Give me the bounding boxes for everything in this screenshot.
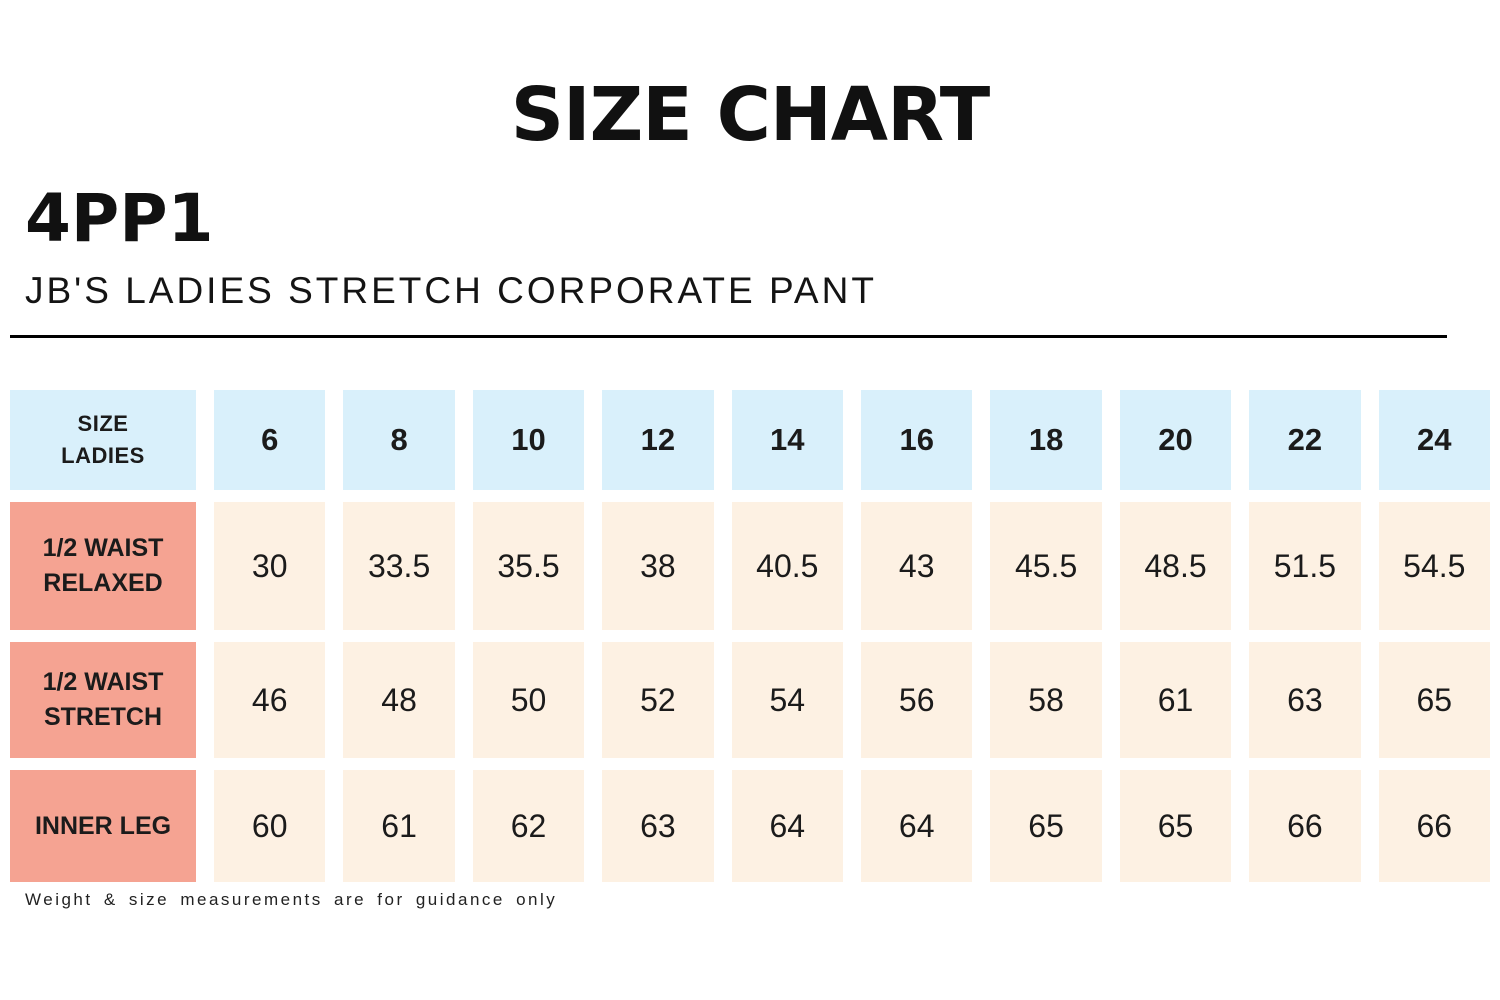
header-corner-cell: SIZE LADIES [10, 390, 196, 490]
value-cell-r2-c5: 64 [861, 770, 973, 882]
value-cell-r2-c0: 60 [214, 770, 326, 882]
value-cell-r0-c9: 54.5 [1378, 502, 1490, 630]
header-size-cell-6: 6 [214, 390, 326, 490]
value-cell-r2-c6: 65 [990, 770, 1102, 882]
row-label-cell-0: 1/2 WAIST RELAXED [10, 502, 196, 630]
value-cell-r0-c7: 48.5 [1119, 502, 1232, 630]
value-cell-r0-c2: 35.5 [472, 502, 585, 630]
page-title: SIZE CHART [510, 72, 990, 158]
header-size-cell-8: 8 [343, 390, 455, 490]
header-size-cell-18: 18 [990, 390, 1102, 490]
value-cell-r1-c1: 48 [343, 642, 455, 758]
row-label-cell-2: INNER LEG [10, 770, 196, 882]
value-cell-r2-c4: 64 [731, 770, 843, 882]
divider-line [10, 335, 1447, 338]
value-cell-r0-c0: 30 [214, 502, 326, 630]
value-cell-r1-c9: 65 [1378, 642, 1490, 758]
value-cell-r2-c2: 62 [472, 770, 585, 882]
value-cell-r1-c7: 61 [1119, 642, 1232, 758]
value-cell-r2-c1: 61 [343, 770, 455, 882]
value-cell-r0-c4: 40.5 [731, 502, 843, 630]
value-cell-r2-c8: 66 [1249, 770, 1361, 882]
product-code: 4PP1 [25, 180, 214, 257]
header-size-cell-24: 24 [1378, 390, 1490, 490]
value-cell-r1-c0: 46 [214, 642, 326, 758]
row-label-cell-1: 1/2 WAIST STRETCH [10, 642, 196, 758]
value-cell-r1-c8: 63 [1249, 642, 1361, 758]
header-size-cell-20: 20 [1119, 390, 1232, 490]
value-cell-r1-c5: 56 [861, 642, 973, 758]
value-cell-r2-c9: 66 [1378, 770, 1490, 882]
value-cell-r0-c8: 51.5 [1249, 502, 1361, 630]
value-cell-r2-c3: 63 [602, 770, 714, 882]
footnote: Weight & size measurements are for guida… [25, 890, 558, 909]
value-cell-r0-c1: 33.5 [343, 502, 455, 630]
value-cell-r1-c4: 54 [731, 642, 843, 758]
value-cell-r1-c3: 52 [602, 642, 714, 758]
header-size-cell-14: 14 [731, 390, 843, 490]
value-cell-r1-c6: 58 [990, 642, 1102, 758]
header-size-cell-12: 12 [602, 390, 714, 490]
value-cell-r1-c2: 50 [472, 642, 585, 758]
header-size-cell-10: 10 [472, 390, 585, 490]
size-table: SIZE LADIES 6 8 10 12 14 16 18 20 22 24 1/2 WAIST R… [10, 390, 1490, 882]
value-cell-r2-c7: 65 [1119, 770, 1232, 882]
header-size-cell-22: 22 [1249, 390, 1361, 490]
product-name: JB'S LADIES STRETCH CORPORATE PANT [25, 270, 877, 311]
value-cell-r0-c6: 45.5 [990, 502, 1102, 630]
value-cell-r0-c5: 43 [861, 502, 973, 630]
header-size-cell-16: 16 [861, 390, 973, 490]
value-cell-r0-c3: 38 [602, 502, 714, 630]
